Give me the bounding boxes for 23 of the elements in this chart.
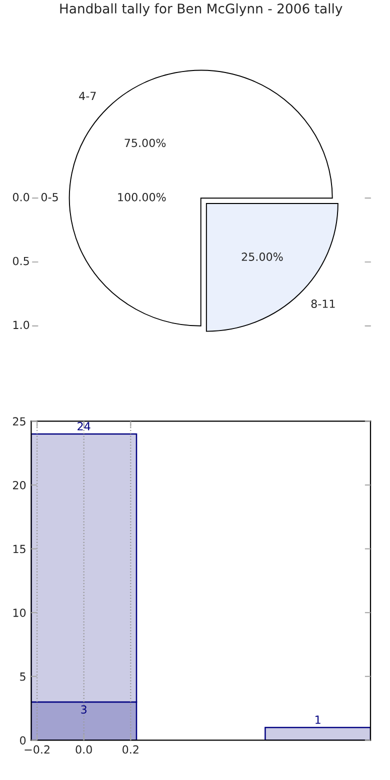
text: 0-5 bbox=[41, 192, 58, 202]
y-tick-label: 15 bbox=[13, 544, 26, 554]
total-label: 24 bbox=[78, 422, 90, 430]
y-tick-label: 5 bbox=[20, 672, 26, 681]
text: 100.00% bbox=[118, 192, 166, 202]
y-tick-label: 0 bbox=[20, 736, 26, 745]
data-label: 3 bbox=[81, 705, 86, 714]
slice-label: 4-7 bbox=[79, 92, 96, 100]
x-tick-label: 0.0 bbox=[76, 745, 92, 754]
text: 0.0 bbox=[12, 192, 30, 202]
data-label: 75.00% bbox=[124, 138, 166, 148]
y-tick-label: 10 bbox=[13, 608, 26, 617]
slice-label: 8-11 bbox=[311, 300, 335, 308]
y-tick-label: 20 bbox=[13, 480, 26, 490]
chart-title: Handball tally for Ben McGlynn - 2006 tally bbox=[60, 3, 342, 16]
x-tick-label: −0.2 bbox=[24, 745, 50, 754]
data-label: 25.00% bbox=[242, 252, 283, 261]
text: 0.5 bbox=[12, 256, 29, 266]
total-label: 1 bbox=[316, 716, 320, 724]
x-tick-label: 0.2 bbox=[122, 745, 138, 754]
y-tick-label: 25 bbox=[13, 417, 26, 426]
text: 1.0 bbox=[13, 320, 30, 330]
bar bbox=[264, 726, 370, 740]
